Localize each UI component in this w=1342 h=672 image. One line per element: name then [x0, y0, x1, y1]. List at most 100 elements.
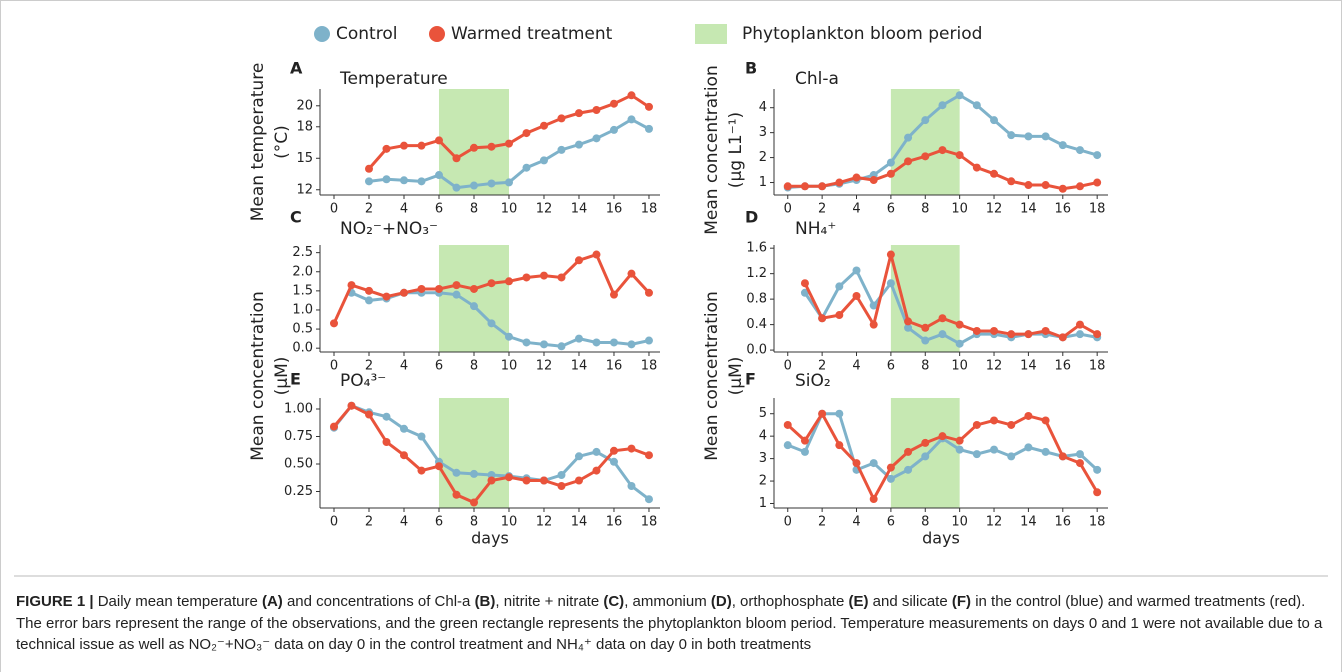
- data-point: [1058, 333, 1067, 342]
- data-point: [1024, 181, 1033, 190]
- data-point: [434, 284, 443, 293]
- x-tick-label: 12: [986, 359, 1003, 374]
- data-point: [574, 109, 583, 118]
- panel-letter: E: [290, 370, 301, 389]
- x-tick-label: 10: [951, 515, 968, 530]
- data-point: [399, 176, 408, 185]
- x-tick-label: 16: [1055, 359, 1072, 374]
- y-tick-label: 2: [759, 474, 767, 489]
- panel-title: Chl-a: [795, 69, 839, 89]
- x-tick-label: 10: [501, 202, 518, 217]
- y-tick-label: 0.75: [284, 429, 313, 444]
- data-point: [487, 179, 496, 188]
- data-point: [852, 266, 861, 275]
- caption-text: , orthophosphate: [731, 593, 849, 610]
- data-point: [818, 314, 827, 323]
- x-tick-label: 16: [606, 359, 623, 374]
- data-point: [644, 124, 653, 133]
- y-tick-label: 1.5: [292, 283, 313, 298]
- bloom-period: [438, 398, 509, 508]
- data-point: [800, 447, 809, 456]
- x-tick-label: 6: [887, 515, 895, 530]
- data-point: [990, 416, 999, 425]
- data-point: [627, 340, 636, 349]
- x-tick-label: 2: [365, 359, 373, 374]
- data-point: [1058, 184, 1067, 193]
- data-point: [609, 338, 618, 347]
- x-tick-label: 8: [921, 202, 929, 217]
- bloom-period: [890, 89, 960, 195]
- caption-text: in the control (blue) and warmed treatme…: [16, 593, 1327, 653]
- x-tick-label: 16: [606, 202, 623, 217]
- data-point: [1024, 411, 1033, 420]
- data-point: [972, 326, 981, 335]
- data-point: [469, 284, 478, 293]
- data-point: [818, 182, 827, 191]
- data-point: [921, 323, 930, 332]
- y-tick-label: 1: [759, 175, 767, 190]
- data-point: [783, 182, 792, 191]
- legend-label: Phytoplankton bloom period: [742, 24, 982, 44]
- data-point: [869, 301, 878, 310]
- data-point: [434, 462, 443, 471]
- x-tick-label: 12: [536, 515, 553, 530]
- panel-letter: C: [290, 208, 302, 227]
- x-tick-label: 14: [571, 202, 588, 217]
- y-tick-label: 5: [759, 406, 767, 421]
- y-tick-label: 1.00: [284, 402, 313, 417]
- data-point: [539, 156, 548, 165]
- data-point: [592, 250, 601, 259]
- x-tick-label: 18: [1089, 202, 1106, 217]
- panel-letter: A: [290, 59, 303, 78]
- data-point: [972, 450, 981, 459]
- data-point: [557, 145, 566, 154]
- caption-bold: (B): [474, 593, 496, 610]
- data-point: [469, 498, 478, 507]
- data-point: [869, 176, 878, 185]
- caption-bold: (D): [710, 593, 732, 610]
- x-tick-label: 0: [784, 515, 792, 530]
- data-point: [399, 288, 408, 297]
- data-point: [627, 269, 636, 278]
- data-point: [904, 157, 913, 166]
- y-tick-label: 0.0: [292, 341, 313, 356]
- x-tick-label: 12: [536, 202, 553, 217]
- x-tick-label: 8: [921, 359, 929, 374]
- data-point: [557, 471, 566, 479]
- data-point: [1041, 132, 1050, 141]
- data-point: [1007, 452, 1016, 461]
- data-point: [835, 441, 844, 450]
- data-point: [592, 134, 601, 143]
- data-point: [487, 476, 496, 485]
- x-axis-title: days: [922, 529, 960, 548]
- data-point: [938, 146, 947, 155]
- data-point: [852, 291, 861, 300]
- data-point: [504, 473, 513, 482]
- data-point: [938, 101, 947, 110]
- data-point: [955, 151, 964, 160]
- legend-marker: [314, 26, 330, 42]
- data-point: [382, 412, 391, 421]
- panel-letter: F: [745, 370, 756, 389]
- data-point: [1041, 326, 1050, 335]
- data-point: [522, 273, 531, 282]
- data-point: [904, 317, 913, 326]
- data-point: [938, 330, 947, 339]
- data-point: [1041, 416, 1050, 425]
- data-point: [869, 495, 878, 504]
- x-tick-label: 8: [921, 515, 929, 530]
- data-point: [921, 438, 930, 447]
- data-point: [592, 466, 601, 475]
- data-point: [1093, 178, 1102, 187]
- panel-title: NO₂⁻+NO₃⁻: [340, 219, 438, 239]
- data-point: [904, 323, 913, 332]
- data-point: [1075, 182, 1084, 191]
- data-point: [417, 177, 426, 186]
- data-point: [886, 474, 895, 483]
- data-point: [504, 332, 513, 341]
- data-point: [869, 459, 878, 468]
- data-point: [609, 446, 618, 455]
- caption-bold: (E): [848, 593, 869, 610]
- data-point: [452, 183, 461, 192]
